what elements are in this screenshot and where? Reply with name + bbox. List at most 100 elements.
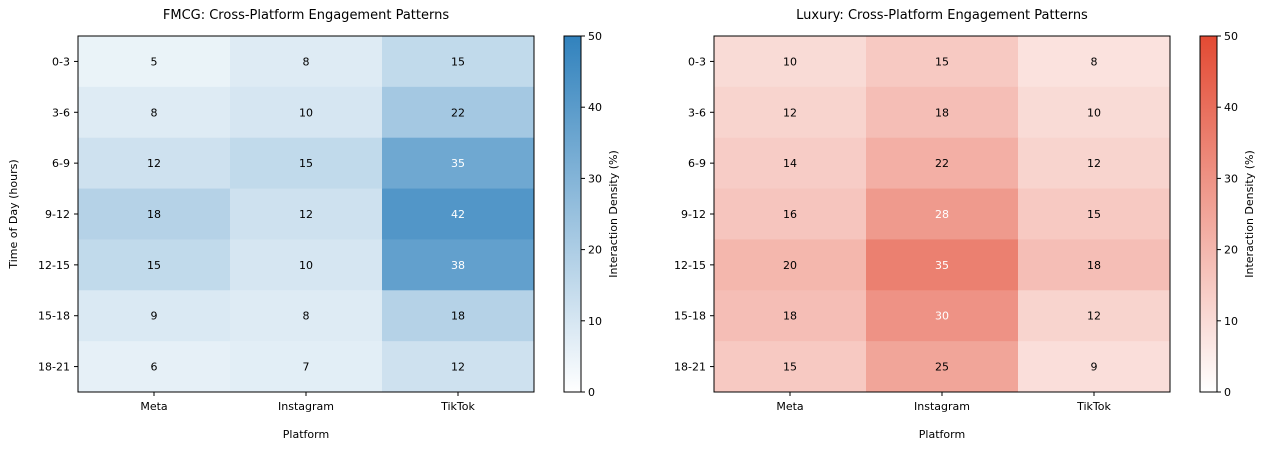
fmcg-y-axis-label: Time of Day (hours) bbox=[7, 159, 20, 269]
luxury-heatmap-cell bbox=[866, 36, 1019, 88]
fmcg-heatmap-cell bbox=[382, 188, 535, 240]
luxury-y-tick-label: 18-21 bbox=[674, 361, 706, 374]
luxury-x-tick-label: Meta bbox=[776, 400, 803, 413]
luxury-chart-title: Luxury: Cross-Platform Engagement Patter… bbox=[796, 8, 1088, 23]
luxury-x-axis-label: Platform bbox=[919, 428, 965, 441]
fmcg-y-tick-label: 18-21 bbox=[38, 361, 70, 374]
luxury-y-tick-label: 12-15 bbox=[674, 259, 706, 272]
fmcg-cell-value-label: 10 bbox=[299, 106, 313, 119]
fmcg-cell-value-label: 9 bbox=[151, 310, 158, 323]
fmcg-chart-title: FMCG: Cross-Platform Engagement Patterns bbox=[163, 8, 449, 23]
fmcg-heatmap-cell bbox=[78, 341, 231, 393]
luxury-y-tick-label: 9-12 bbox=[681, 208, 706, 221]
fmcg-heatmap-cell bbox=[382, 137, 535, 190]
luxury-cell-value-label: 30 bbox=[935, 310, 949, 323]
fmcg-cell-value-label: 38 bbox=[451, 259, 465, 272]
luxury-cell-value-label: 10 bbox=[1087, 106, 1101, 119]
fmcg-cell-value-label: 35 bbox=[451, 157, 465, 170]
luxury-y-tick-label: 15-18 bbox=[674, 310, 706, 323]
luxury-colorbar-tick-label: 30 bbox=[1224, 172, 1238, 185]
fmcg-cell-value-label: 15 bbox=[299, 157, 313, 170]
luxury-colorbar-tick-label: 0 bbox=[1224, 386, 1231, 399]
luxury-heatmap-cell bbox=[866, 86, 1019, 139]
luxury-cell-value-label: 10 bbox=[783, 55, 797, 68]
luxury-cell-value-label: 15 bbox=[935, 55, 949, 68]
fmcg-colorbar: 0 10 20 30 40 50 bbox=[563, 30, 602, 399]
luxury-heatmap-cell bbox=[714, 239, 867, 291]
fmcg-heatmap-cell bbox=[78, 36, 231, 88]
fmcg-cell-value-label: 22 bbox=[451, 106, 465, 119]
luxury-y-tick-label: 0-3 bbox=[688, 55, 706, 68]
luxury-heatmap-cell bbox=[1018, 137, 1171, 190]
luxury-cell-value-label: 9 bbox=[1091, 361, 1098, 374]
fmcg-cell-value-label: 42 bbox=[451, 208, 465, 221]
fmcg-heatmap-cell bbox=[230, 239, 383, 291]
fmcg-cell-value-label: 6 bbox=[151, 361, 158, 374]
luxury-heatmap-cell bbox=[1018, 188, 1171, 240]
fmcg-cell-value-label: 12 bbox=[299, 208, 313, 221]
fmcg-x-tick-label: TikTok bbox=[440, 400, 475, 413]
fmcg-heatmap-cell bbox=[78, 86, 231, 139]
fmcg-heatmap-cell bbox=[230, 36, 383, 88]
fmcg-heatmap-cell bbox=[78, 290, 231, 342]
fmcg-heatmap-cell bbox=[382, 341, 535, 393]
fmcg-y-tick-label: 15-18 bbox=[38, 310, 70, 323]
fmcg-cell-value-label: 12 bbox=[147, 157, 161, 170]
fmcg-cell-value-label: 18 bbox=[451, 310, 465, 323]
luxury-heatmap-cell bbox=[1018, 341, 1171, 393]
luxury-colorbar-tick-label: 50 bbox=[1224, 30, 1238, 43]
luxury-heatmap-cell bbox=[866, 341, 1019, 393]
luxury-cell-value-label: 12 bbox=[783, 106, 797, 119]
luxury-x-tick-label: Instagram bbox=[914, 400, 970, 413]
luxury-x-tick-label: TikTok bbox=[1076, 400, 1111, 413]
fmcg-heatmap-cell bbox=[78, 188, 231, 240]
luxury-cell-value-label: 15 bbox=[783, 361, 797, 374]
fmcg-heatmap-cell bbox=[230, 188, 383, 240]
luxury-cell-value-label: 18 bbox=[1087, 259, 1101, 272]
fmcg-heatmap-cell bbox=[230, 86, 383, 139]
luxury-cell-value-label: 25 bbox=[935, 361, 949, 374]
luxury-y-tick-label: 3-6 bbox=[688, 106, 706, 119]
luxury-cell-value-label: 22 bbox=[935, 157, 949, 170]
luxury-heatmap-cell bbox=[714, 137, 867, 190]
luxury-heatmap-cell bbox=[714, 341, 867, 393]
fmcg-colorbar-tick-label: 30 bbox=[588, 172, 602, 185]
fmcg-cell-value-label: 15 bbox=[147, 259, 161, 272]
luxury-colorbar-tick-label: 10 bbox=[1224, 315, 1238, 328]
fmcg-colorbar-tick-label: 10 bbox=[588, 315, 602, 328]
fmcg-colorbar-tick-label: 50 bbox=[588, 30, 602, 43]
luxury-colorbar: 0 10 20 30 40 50 bbox=[1199, 30, 1238, 399]
fmcg-plot-frame bbox=[77, 35, 535, 393]
luxury-heatmap-cell bbox=[714, 290, 867, 342]
fmcg-y-tick-label: 9-12 bbox=[45, 208, 70, 221]
fmcg-x-tick-label: Instagram bbox=[278, 400, 334, 413]
fmcg-cell-value-label: 18 bbox=[147, 208, 161, 221]
fmcg-cell-value-label: 8 bbox=[151, 106, 158, 119]
fmcg-cell-value-label: 12 bbox=[451, 361, 465, 374]
fmcg-heatmap-cell bbox=[230, 341, 383, 393]
luxury-plot-frame bbox=[713, 35, 1171, 393]
fmcg-heatmap-cell bbox=[382, 86, 535, 139]
fmcg-cell-value-label: 5 bbox=[151, 55, 158, 68]
fmcg-x-axis-label: Platform bbox=[283, 428, 329, 441]
fmcg-cell-value-label: 8 bbox=[303, 310, 310, 323]
luxury-cell-value-label: 35 bbox=[935, 259, 949, 272]
fmcg-heatmap-cell bbox=[382, 239, 535, 291]
fmcg-colorbar-gradient bbox=[563, 35, 582, 393]
luxury-heatmap-cell bbox=[866, 239, 1019, 291]
luxury-colorbar-tick-label: 20 bbox=[1224, 244, 1238, 257]
luxury-heatmap-cell bbox=[1018, 290, 1171, 342]
fmcg-cell-value-label: 10 bbox=[299, 259, 313, 272]
fmcg-heatmap-cell bbox=[78, 137, 231, 190]
luxury-cell-value-label: 18 bbox=[783, 310, 797, 323]
luxury-colorbar-label: Interaction Density (%) bbox=[1243, 150, 1256, 278]
luxury-cell-value-label: 12 bbox=[1087, 310, 1101, 323]
fmcg-y-tick-label: 6-9 bbox=[52, 157, 70, 170]
luxury-cell-value-label: 8 bbox=[1091, 55, 1098, 68]
luxury-heatmap-cell bbox=[714, 36, 867, 88]
fmcg-x-tick-label: Meta bbox=[140, 400, 167, 413]
luxury-y-tick-label: 6-9 bbox=[688, 157, 706, 170]
luxury-cell-value-label: 16 bbox=[783, 208, 797, 221]
fmcg-heatmap-cell bbox=[382, 290, 535, 342]
